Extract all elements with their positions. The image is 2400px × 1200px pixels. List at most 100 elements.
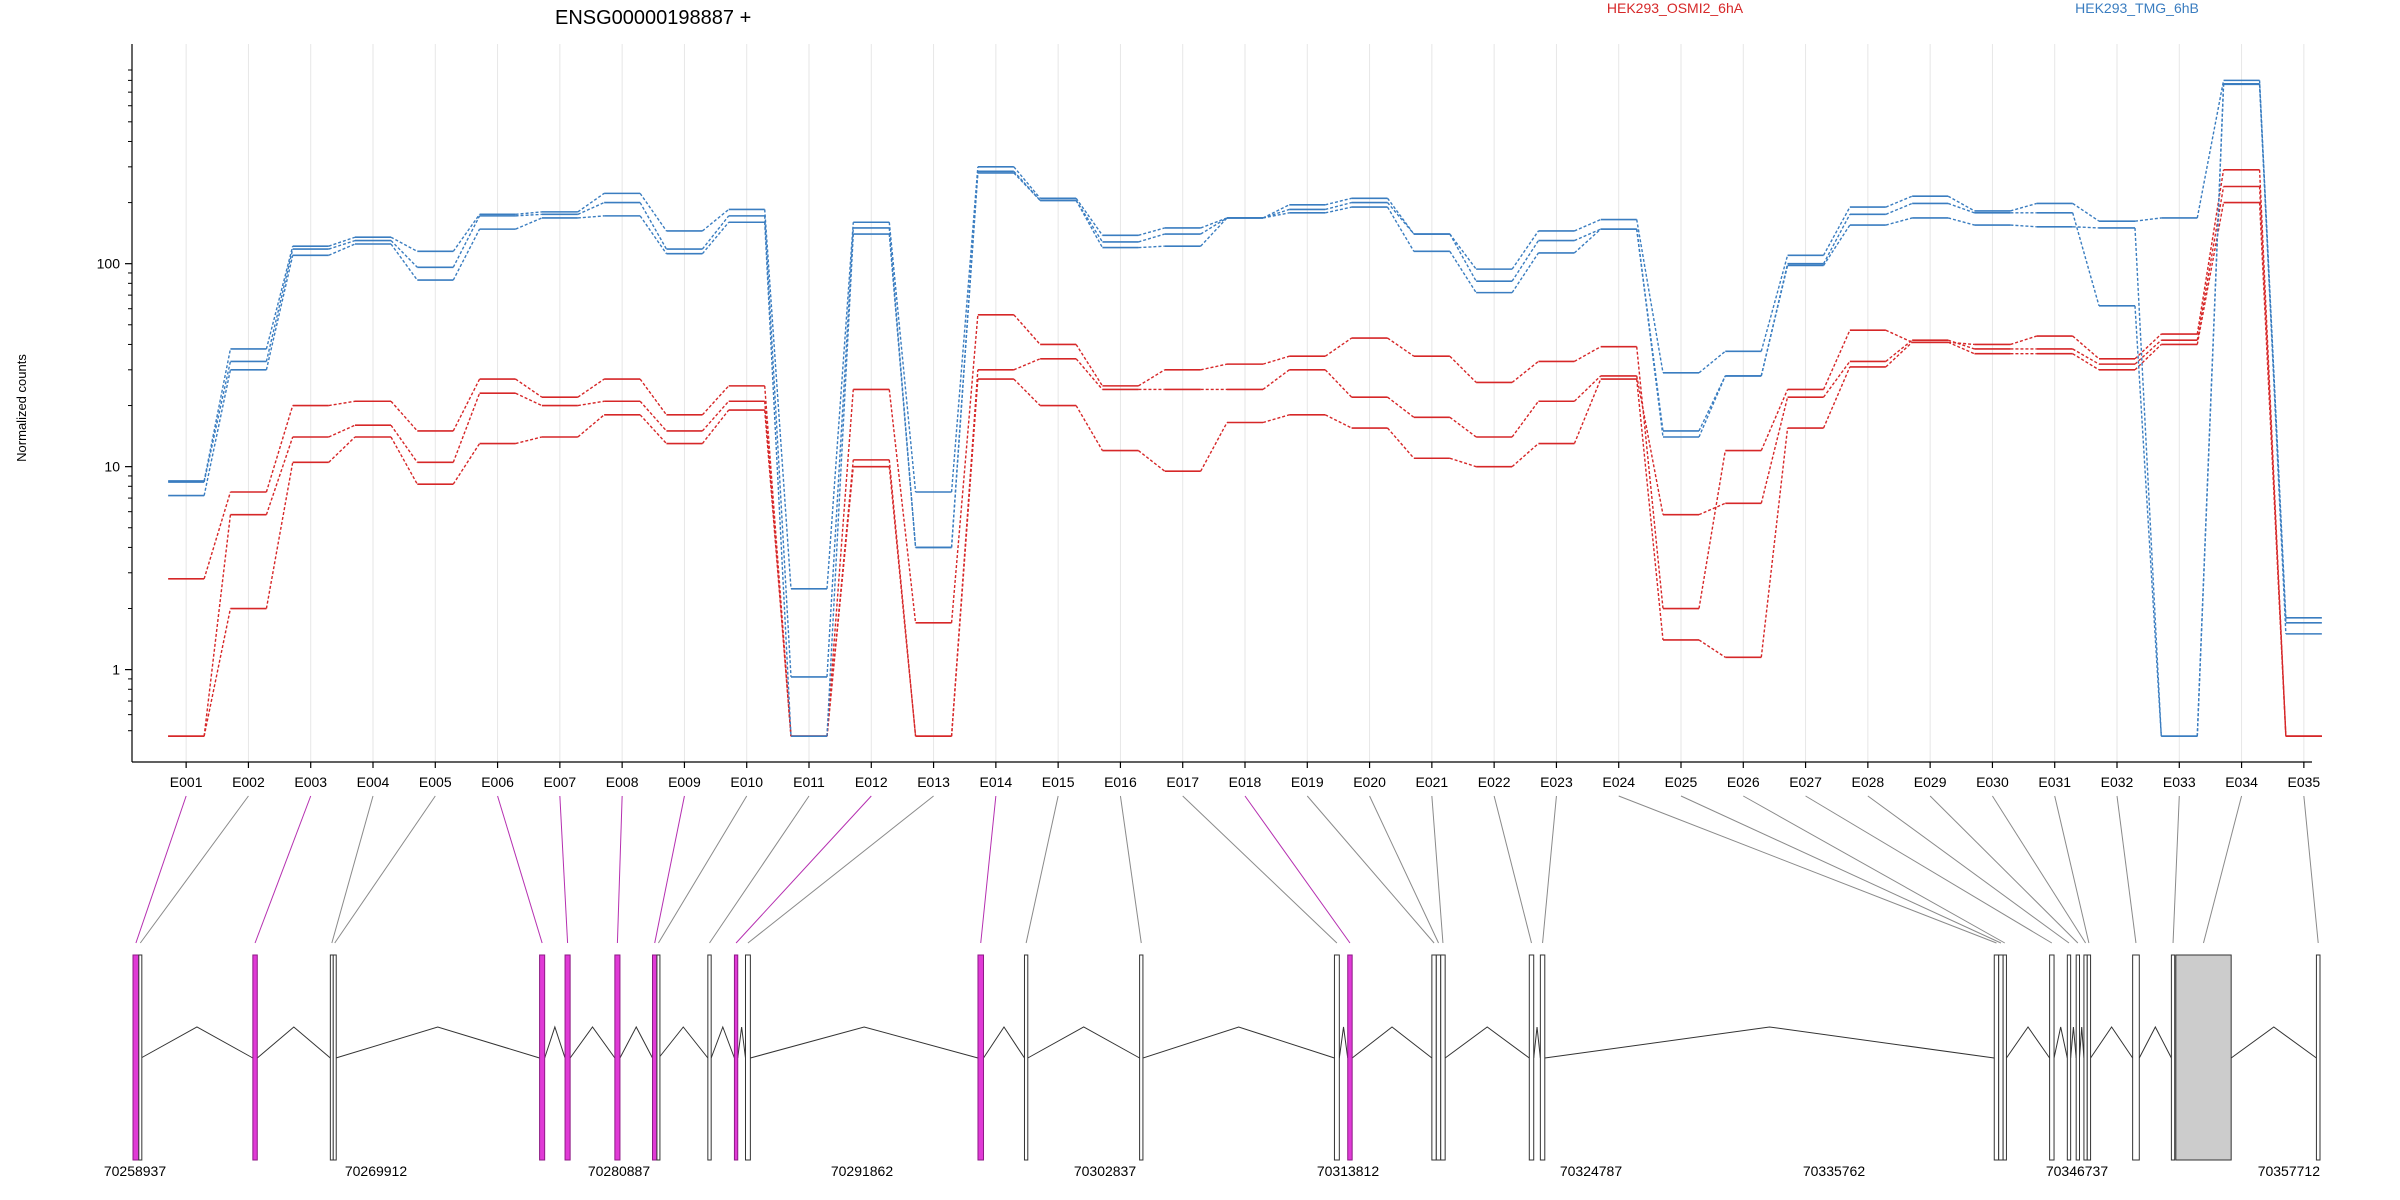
series-connector xyxy=(2072,202,2100,222)
series-connector xyxy=(1449,250,1477,294)
intron-line xyxy=(544,1025,566,1059)
exon-e011 xyxy=(707,954,712,1161)
series-connector xyxy=(515,217,543,230)
x-tick-label-e035: E035 xyxy=(2288,774,2321,790)
x-ticks: E001 E002 E003 E004 E005 E006 E007 E008 E009 E010… xyxy=(170,762,2321,790)
series-connector xyxy=(1511,400,1539,438)
series-layer xyxy=(168,79,2322,737)
series-connector xyxy=(203,361,232,483)
axes xyxy=(131,44,2312,763)
coordinate-label: 70346737 xyxy=(2046,1163,2109,1179)
intron-line xyxy=(737,1026,746,1059)
x-tick-label-e002: E002 xyxy=(232,774,265,790)
series-connector xyxy=(1948,341,1975,346)
intron-line xyxy=(619,1025,653,1059)
series-connector xyxy=(2196,80,2225,219)
series-connector xyxy=(1574,228,1601,242)
x-tick-label-e008: E008 xyxy=(606,774,639,790)
series-connector xyxy=(203,608,232,737)
series-connector xyxy=(888,459,917,737)
connector-e030 xyxy=(1992,795,2087,944)
series-connector xyxy=(1013,378,1041,407)
series-connector xyxy=(515,378,543,398)
series-connector xyxy=(1574,346,1602,363)
series-connector xyxy=(328,400,356,407)
y-tick-label: 10 xyxy=(104,459,120,475)
series-connector xyxy=(1324,414,1352,429)
series-connector xyxy=(2134,227,2162,737)
exon-e026 xyxy=(2002,954,2007,1161)
x-tick-label-e023: E023 xyxy=(1540,774,1573,790)
series-connector xyxy=(1262,355,1290,365)
series-connector xyxy=(1387,427,1415,459)
series-connector xyxy=(1325,201,1352,211)
x-tick-label-e010: E010 xyxy=(730,774,763,790)
series-connector xyxy=(515,211,542,216)
series-connector xyxy=(203,369,232,496)
series-connector xyxy=(1137,450,1166,472)
series-connector xyxy=(639,378,667,416)
series-connector xyxy=(888,466,917,737)
connector-e034 xyxy=(2203,795,2243,944)
series-connector xyxy=(701,409,730,444)
series-connector xyxy=(764,410,792,737)
series-connector xyxy=(2072,226,2100,229)
series-connector xyxy=(1075,197,1103,236)
series-connector xyxy=(265,255,294,370)
series-connector xyxy=(701,208,730,232)
intron-line xyxy=(2230,1026,2317,1059)
x-tick-label-e029: E029 xyxy=(1914,774,1947,790)
series-connector xyxy=(1075,344,1104,387)
series-connector xyxy=(1200,217,1228,235)
connector-e015 xyxy=(1025,795,1059,944)
x-tick-label-e009: E009 xyxy=(668,774,701,790)
series-connector xyxy=(1387,202,1415,235)
x-tick-label-e021: E021 xyxy=(1416,774,1449,790)
series-connector xyxy=(2196,202,2225,345)
series-connector xyxy=(764,222,792,737)
x-tick-label-e019: E019 xyxy=(1291,774,1324,790)
series-connector xyxy=(328,236,356,247)
connector-e023 xyxy=(1542,795,1557,944)
series-connector xyxy=(577,215,605,219)
series-connector xyxy=(1698,350,1726,374)
connector-e005 xyxy=(334,795,436,944)
series-connector xyxy=(1138,227,1165,236)
y-ticks: 1 10 100 xyxy=(97,69,132,732)
series-connector xyxy=(1636,346,1664,609)
legend-entry-osmi2: HEK293_OSMI2_6hA xyxy=(1607,0,1744,16)
series-connector xyxy=(452,392,481,463)
series-connector xyxy=(1138,245,1165,249)
intron-line xyxy=(1338,1026,1349,1059)
exon-e007 xyxy=(564,954,571,1161)
series-connector xyxy=(888,389,917,623)
series-connector xyxy=(203,348,232,482)
series-connector xyxy=(1449,416,1477,438)
series-connector xyxy=(826,222,854,589)
series-connector xyxy=(1698,502,1726,516)
connector-e019 xyxy=(1306,795,1435,944)
series-connector xyxy=(577,400,605,407)
series-connector xyxy=(577,192,605,213)
series-connector xyxy=(265,248,294,362)
series-connector xyxy=(1262,369,1290,391)
series-connector xyxy=(1449,233,1477,270)
series-connector xyxy=(1511,240,1540,282)
series-connector xyxy=(390,436,418,485)
x-tick-label-e025: E025 xyxy=(1665,774,1698,790)
series-connector xyxy=(577,414,605,438)
connector-e008 xyxy=(616,795,623,944)
series-connector xyxy=(950,314,979,623)
exon-e027 xyxy=(2049,954,2055,1161)
series-connector xyxy=(1387,396,1415,418)
intron-line xyxy=(710,1025,735,1059)
connector-e027 xyxy=(1805,795,2053,944)
series-connector xyxy=(1387,197,1415,235)
series-connector xyxy=(1885,217,1913,226)
x-tick-label-e015: E015 xyxy=(1042,774,1075,790)
series-connector xyxy=(1823,360,1851,398)
series-connector xyxy=(203,514,232,737)
series-connector xyxy=(701,215,730,250)
exon-e024 xyxy=(1993,954,2000,1161)
connector-e022 xyxy=(1493,795,1532,944)
